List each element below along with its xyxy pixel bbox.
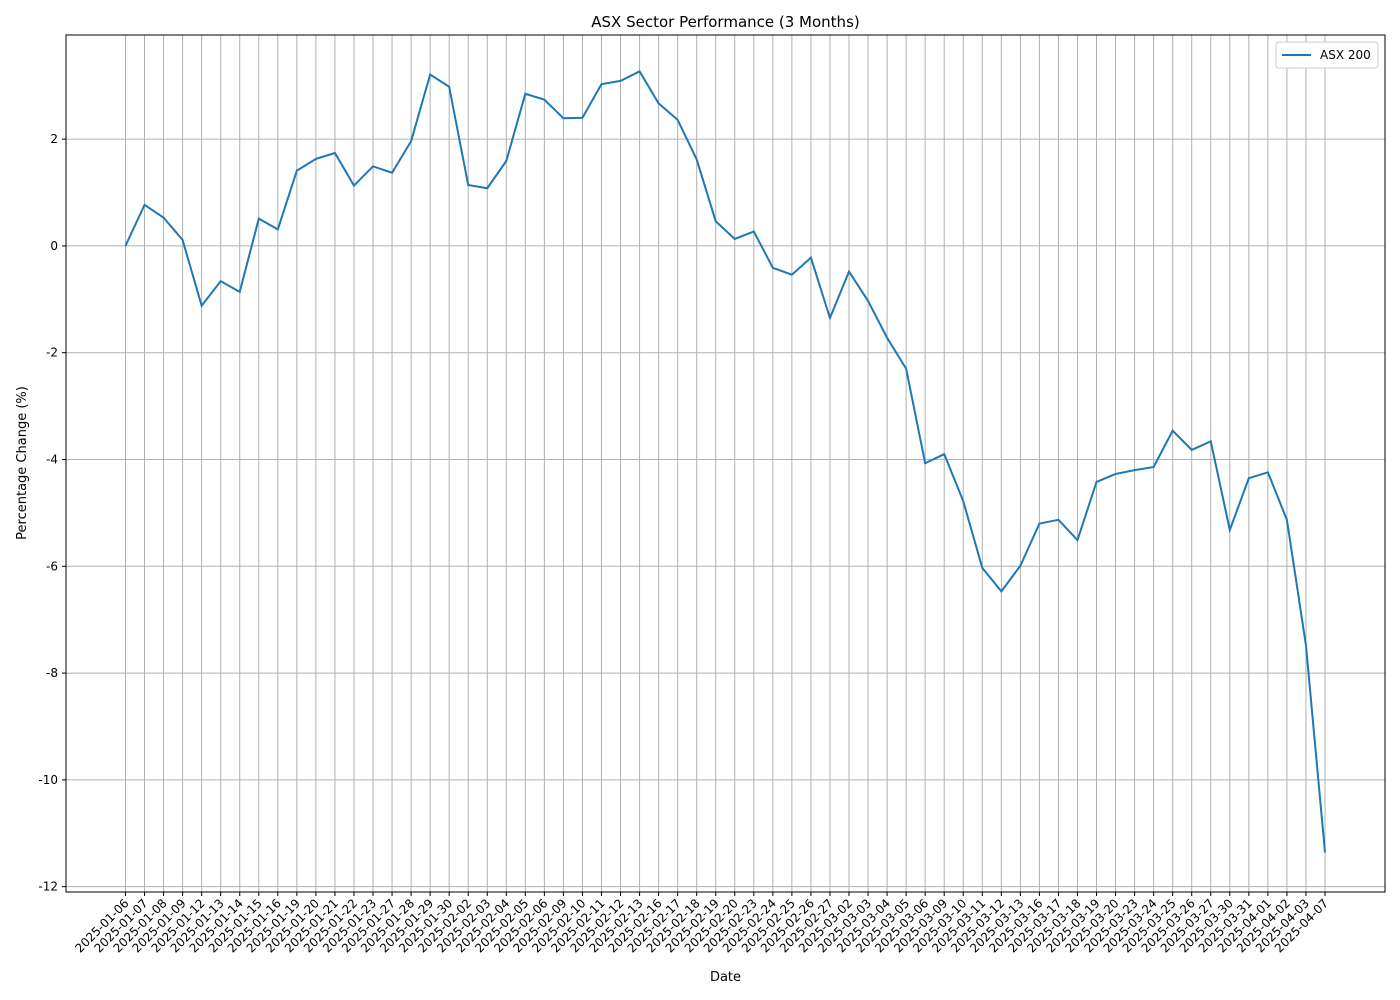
y-tick-label: -8 <box>46 666 58 680</box>
series-line-asx-200 <box>124 69 1326 853</box>
y-tick-label: 0 <box>50 239 58 253</box>
y-tick-label: -12 <box>38 880 58 894</box>
x-axis-label: Date <box>710 970 741 985</box>
y-tick-label: -10 <box>38 773 58 787</box>
grid <box>66 35 1385 892</box>
y-tick-label: -4 <box>46 452 58 466</box>
legend-box <box>1275 41 1379 69</box>
y-tick-label: -2 <box>46 346 58 360</box>
x-axis-ticks: 2025-01-062025-01-072025-01-082025-01-09… <box>72 892 1331 955</box>
plot-frame <box>65 34 1386 893</box>
chart-title: ASX Sector Performance (3 Months) <box>591 13 859 31</box>
y-tick-label: 2 <box>50 132 58 146</box>
legend: ASX 200 <box>1275 41 1379 69</box>
y-tick-label: -6 <box>46 559 58 573</box>
legend-label-asx-200: ASX 200 <box>1320 48 1371 62</box>
y-axis-ticks: -12 -10 -8 -6 -4 -2 0 2 <box>38 132 66 894</box>
y-axis-label: Percentage Change (%) <box>15 386 30 540</box>
